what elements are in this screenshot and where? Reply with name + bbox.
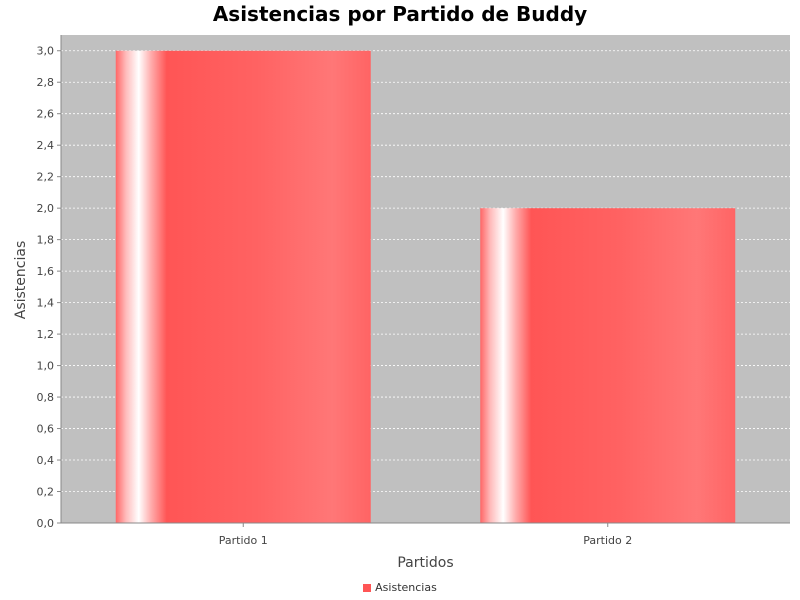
y-tick-label: 1,0 [37, 360, 55, 373]
y-tick-label: 3,0 [37, 45, 55, 58]
y-tick-label: 1,8 [37, 234, 55, 247]
y-tick-label: 2,0 [37, 202, 55, 215]
chart-title: Asistencias por Partido de Buddy [212, 2, 588, 26]
y-tick-label: 0,8 [37, 391, 55, 404]
y-tick-label: 2,2 [37, 171, 55, 184]
y-tick-label: 1,4 [37, 297, 55, 310]
legend-label: Asistencias [375, 581, 437, 594]
x-axis-label: Partidos [397, 555, 454, 571]
x-tick-label: Partido 2 [583, 534, 632, 547]
y-tick-label: 0,4 [37, 454, 55, 467]
y-tick-label: 2,6 [37, 108, 55, 121]
legend: Asistencias [0, 581, 800, 594]
y-tick-label: 1,6 [37, 265, 55, 278]
y-tick-label: 0,2 [37, 486, 55, 499]
legend-swatch [363, 583, 372, 592]
bar [115, 50, 371, 523]
y-tick-label: 2,8 [37, 76, 55, 89]
y-tick-label: 1,2 [37, 328, 55, 341]
y-tick-label: 0,0 [37, 517, 55, 530]
x-tick-label: Partido 1 [219, 534, 268, 547]
y-tick-label: 0,6 [37, 423, 55, 436]
bar [480, 208, 736, 523]
y-tick-label: 2,4 [37, 139, 55, 152]
